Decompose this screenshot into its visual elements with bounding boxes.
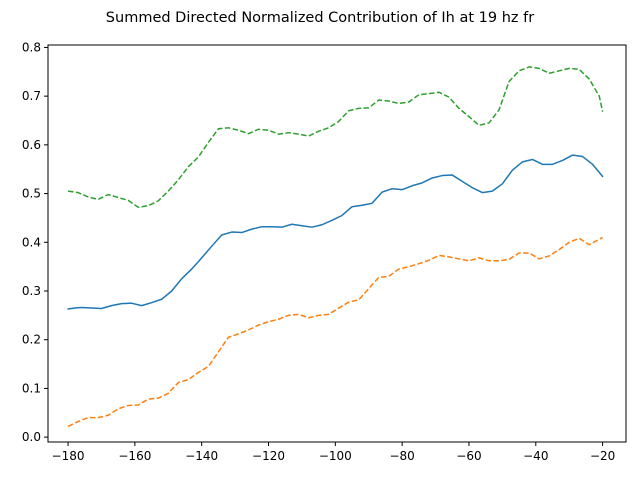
y-tick-label: 0.8 [22, 40, 41, 54]
y-tick-label: 0.7 [22, 89, 41, 103]
x-tick-label: −80 [389, 449, 414, 463]
x-tick-label: −20 [590, 449, 615, 463]
x-axis: −180 −160 −140 −120 −100 −80 −60 −40 −20 [52, 442, 615, 463]
x-tick-label: −120 [252, 449, 285, 463]
series-line-2 [67, 236, 603, 428]
y-tick-label: 0.1 [22, 381, 41, 395]
y-tick-label: 0.2 [22, 333, 41, 347]
series-line-3 [67, 66, 604, 208]
x-tick-label: −100 [319, 449, 352, 463]
y-tick-label: 0.3 [22, 284, 41, 298]
y-tick-label: 0.6 [22, 138, 41, 152]
y-tick-label: 0.0 [22, 430, 41, 444]
y-tick-label: 0.4 [22, 235, 41, 249]
plot-lines [67, 66, 604, 428]
x-tick-label: −140 [185, 449, 218, 463]
chart-title: Summed Directed Normalized Contribution … [106, 10, 534, 26]
plot-frame [47, 44, 627, 443]
y-axis: 0.0 0.1 0.2 0.3 0.4 0.5 0.6 0.7 0.8 [22, 40, 48, 444]
x-tick-label: −180 [52, 449, 85, 463]
x-tick-label: −60 [456, 449, 481, 463]
y-tick-label: 0.5 [22, 187, 41, 201]
x-tick-label: −160 [118, 449, 151, 463]
x-tick-label: −40 [523, 449, 548, 463]
series-line-1 [67, 154, 604, 310]
